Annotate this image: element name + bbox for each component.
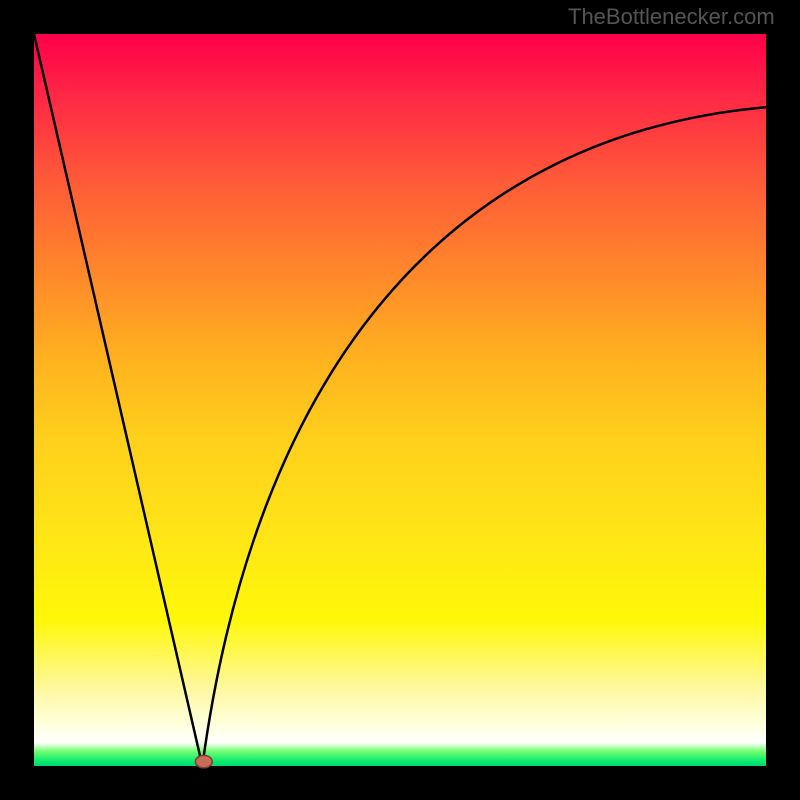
chart-container: TheBottlenecker.com xyxy=(0,0,800,800)
watermark-label: TheBottlenecker.com xyxy=(568,4,775,30)
bottleneck-chart xyxy=(0,0,800,800)
plot-area xyxy=(34,34,766,766)
minimum-marker xyxy=(195,755,212,767)
